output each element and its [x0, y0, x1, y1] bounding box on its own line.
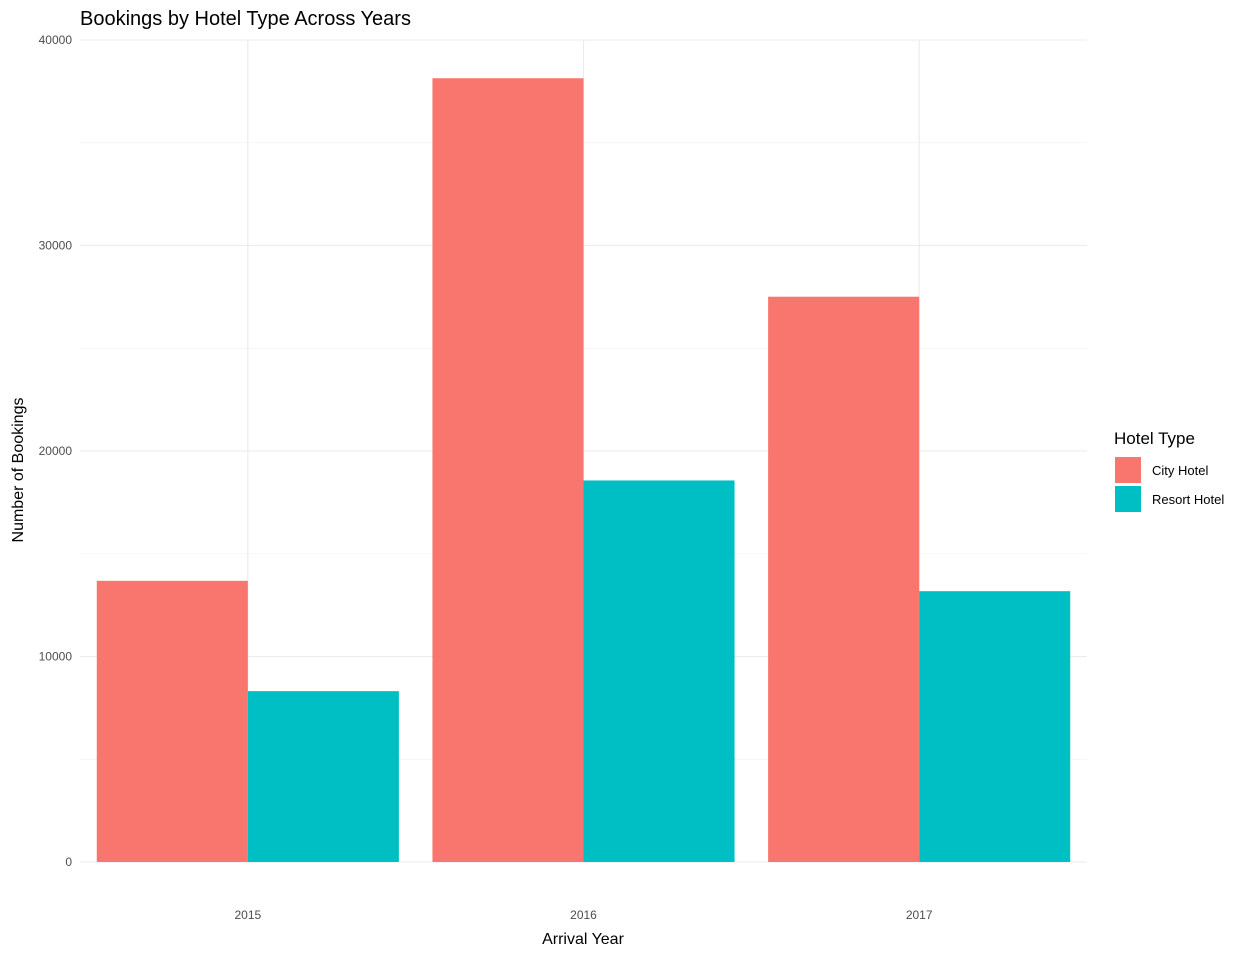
x-tick-label: 2017 [906, 908, 933, 922]
y-axis-ticks: 0 10000 20000 30000 40000 [39, 33, 73, 869]
y-axis-title: Number of Bookings [10, 398, 27, 543]
legend-key [1115, 486, 1141, 512]
y-tick-label: 40000 [39, 33, 73, 47]
bar-city-hotel-2015 [96, 580, 248, 862]
bar-resort-hotel-2017 [919, 591, 1071, 862]
legend-label: Resort Hotel [1152, 492, 1224, 507]
y-tick-label: 20000 [39, 444, 73, 458]
bars [96, 78, 1071, 863]
bar-city-hotel-2016 [432, 78, 584, 862]
bar-resort-hotel-2016 [583, 480, 735, 862]
bar-resort-hotel-2015 [247, 691, 399, 862]
y-tick-label: 0 [65, 855, 72, 869]
legend: Hotel Type City Hotel Resort Hotel [1114, 429, 1224, 512]
legend-key [1115, 457, 1141, 483]
legend-title: Hotel Type [1114, 429, 1195, 448]
x-axis-ticks: 2015 2016 2017 [234, 908, 932, 922]
y-tick-label: 30000 [39, 239, 73, 253]
x-axis-title: Arrival Year [542, 931, 624, 948]
y-tick-label: 10000 [39, 650, 73, 664]
legend-label: City Hotel [1152, 463, 1208, 478]
x-tick-label: 2016 [570, 908, 597, 922]
chart-title: Bookings by Hotel Type Across Years [80, 8, 411, 30]
x-tick-label: 2015 [234, 908, 261, 922]
bar-city-hotel-2017 [768, 296, 920, 863]
